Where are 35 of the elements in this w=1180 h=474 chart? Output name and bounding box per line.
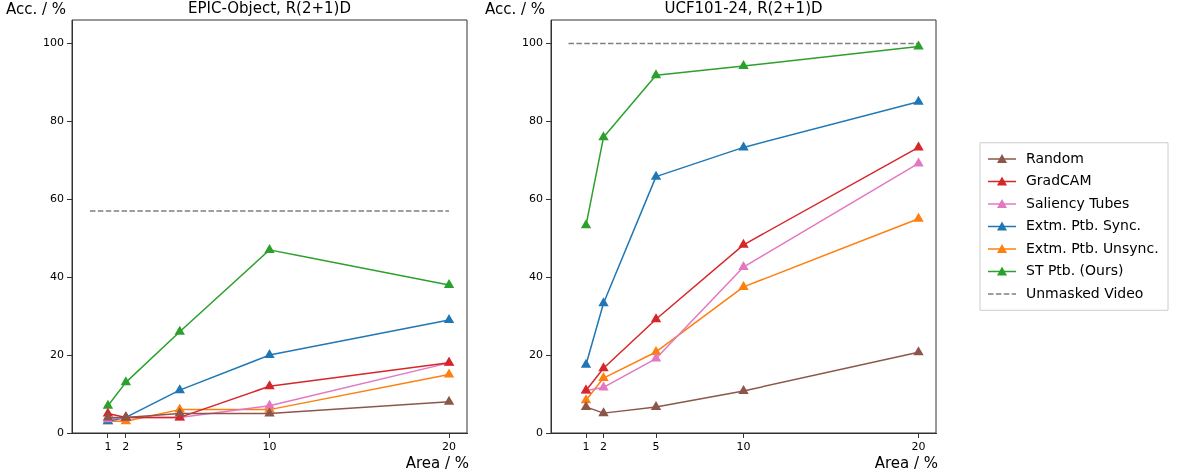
x-tick-label: 2 [600,440,607,454]
x-tick-label: 10 [736,440,751,454]
x-tick-label: 5 [652,440,660,454]
x-tick-label: 5 [176,440,184,454]
legend-label: Extm. Ptb. Unsync. [1026,239,1159,256]
y-tick-label: 100 [522,36,543,50]
chart-title: EPIC-Object, R(2+1)D [188,0,351,18]
x-axis-title: Area / % [405,454,469,473]
y-tick-label: 0 [57,425,64,439]
y-tick-label: 60 [50,192,64,206]
y-tick-label: 20 [50,347,64,361]
legend-label: Unmasked Video [1026,284,1144,301]
y-axis-title: Acc. / % [5,0,66,19]
y-tick-label: 80 [50,114,64,128]
y-tick-label: 60 [529,192,543,206]
x-tick-label: 20 [911,440,926,454]
x-tick-label: 2 [122,440,130,454]
x-tick-label: 1 [104,440,112,454]
legend-label: ST Ptb. (Ours) [1026,262,1124,279]
y-tick-label: 40 [50,270,64,284]
legend-label: Extm. Ptb. Sync. [1026,217,1142,234]
legend-label: GradCAM [1026,172,1092,189]
y-tick-label: 80 [529,114,543,128]
y-tick-label: 40 [529,270,543,284]
chart-title: UCF101-24, R(2+1)D [664,0,823,18]
y-axis-title: Acc. / % [484,0,545,19]
y-tick-label: 20 [529,347,543,361]
x-tick-label: 1 [582,440,590,454]
legend-label: Saliency Tubes [1026,194,1130,211]
y-tick-label: 0 [536,425,543,439]
x-tick-label: 20 [442,440,457,454]
x-axis-title: Area / % [874,454,938,473]
legend-label: Random [1026,149,1084,166]
y-tick-label: 100 [43,36,64,50]
x-tick-label: 10 [262,440,277,454]
